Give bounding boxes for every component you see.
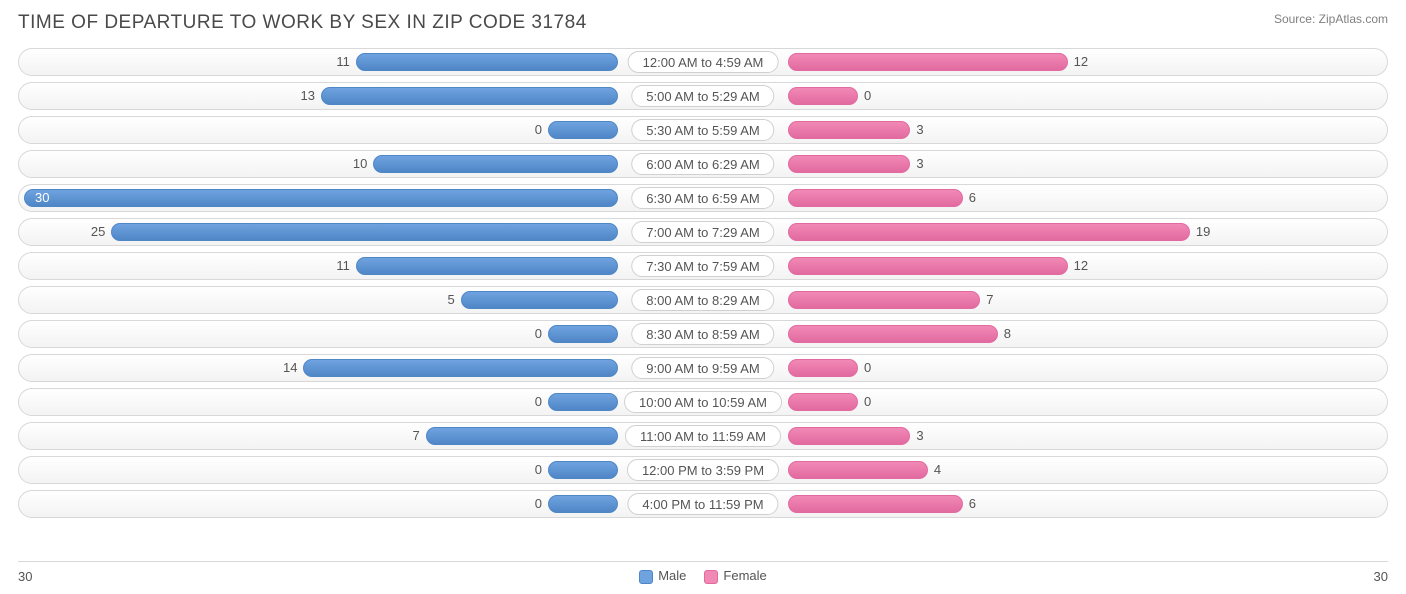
legend: Male Female: [639, 568, 767, 584]
female-value: 3: [916, 155, 923, 173]
male-value: 11: [336, 257, 350, 275]
category-label: 12:00 PM to 3:59 PM: [627, 459, 779, 481]
category-label: 7:30 AM to 7:59 AM: [631, 255, 774, 277]
chart-row: 14 0 9:00 AM to 9:59 AM: [18, 354, 1388, 382]
male-bar: [321, 87, 618, 105]
female-bar: [788, 53, 1068, 71]
chart-title: TIME OF DEPARTURE TO WORK BY SEX IN ZIP …: [18, 12, 587, 34]
male-value: 0: [535, 461, 542, 479]
category-label: 5:30 AM to 5:59 AM: [631, 119, 774, 141]
female-value: 8: [1004, 325, 1011, 343]
male-bar: [373, 155, 618, 173]
female-bar: [788, 87, 858, 105]
male-swatch: [639, 570, 653, 584]
chart-row: 0 3 5:30 AM to 5:59 AM: [18, 116, 1388, 144]
category-label: 8:00 AM to 8:29 AM: [631, 289, 774, 311]
male-value: 10: [353, 155, 367, 173]
male-value: 0: [535, 121, 542, 139]
female-swatch: [704, 570, 718, 584]
category-label: 6:00 AM to 6:29 AM: [631, 153, 774, 175]
chart-row: 11 12 7:30 AM to 7:59 AM: [18, 252, 1388, 280]
axis-line: [18, 561, 1388, 562]
male-value: 11: [336, 53, 350, 71]
female-value: 7: [986, 291, 993, 309]
category-label: 7:00 AM to 7:29 AM: [631, 221, 774, 243]
female-value: 0: [864, 359, 871, 377]
female-bar: [788, 121, 910, 139]
male-value: 25: [91, 223, 105, 241]
legend-male: Male: [639, 568, 686, 584]
female-bar: [788, 461, 928, 479]
chart-row: 7 3 11:00 AM to 11:59 AM: [18, 422, 1388, 450]
male-value: 13: [300, 87, 314, 105]
male-bar: [548, 461, 618, 479]
chart-footer: 30 Male Female 30: [18, 568, 1388, 584]
male-bar: [356, 53, 618, 71]
male-bar: [24, 189, 618, 207]
female-value: 0: [864, 393, 871, 411]
female-value: 12: [1074, 257, 1088, 275]
chart-row: 10 3 6:00 AM to 6:29 AM: [18, 150, 1388, 178]
category-label: 8:30 AM to 8:59 AM: [631, 323, 774, 345]
male-bar: [303, 359, 618, 377]
male-bar: [548, 393, 618, 411]
male-value: 0: [535, 495, 542, 513]
male-bar: [426, 427, 618, 445]
category-label: 5:00 AM to 5:29 AM: [631, 85, 774, 107]
female-value: 6: [969, 189, 976, 207]
chart-header: TIME OF DEPARTURE TO WORK BY SEX IN ZIP …: [18, 12, 1388, 34]
male-value: 0: [535, 393, 542, 411]
axis-max-left: 30: [18, 569, 32, 584]
female-value: 19: [1196, 223, 1210, 241]
female-bar: [788, 359, 858, 377]
female-value: 6: [969, 495, 976, 513]
male-bar: [111, 223, 618, 241]
male-value: 14: [283, 359, 297, 377]
female-bar: [788, 393, 858, 411]
category-label: 4:00 PM to 11:59 PM: [627, 493, 778, 515]
chart-row: 0 6 4:00 PM to 11:59 PM: [18, 490, 1388, 518]
chart-row: 0 8 8:30 AM to 8:59 AM: [18, 320, 1388, 348]
female-value: 3: [916, 427, 923, 445]
chart-row: 13 0 5:00 AM to 5:29 AM: [18, 82, 1388, 110]
female-value: 4: [934, 461, 941, 479]
male-bar: [461, 291, 618, 309]
male-value: 5: [447, 291, 454, 309]
male-bar: [548, 325, 618, 343]
female-bar: [788, 223, 1190, 241]
female-bar: [788, 189, 963, 207]
male-value: 0: [535, 325, 542, 343]
female-value: 0: [864, 87, 871, 105]
category-label: 6:30 AM to 6:59 AM: [631, 187, 774, 209]
female-bar: [788, 427, 910, 445]
chart-row: 11 12 12:00 AM to 4:59 AM: [18, 48, 1388, 76]
female-bar: [788, 257, 1068, 275]
female-value: 12: [1074, 53, 1088, 71]
category-label: 11:00 AM to 11:59 AM: [625, 425, 781, 447]
male-value: 7: [413, 427, 420, 445]
diverging-bar-chart: 11 12 12:00 AM to 4:59 AM 13 0 5:00 AM to 5:2…: [18, 48, 1388, 518]
legend-female: Female: [704, 568, 766, 584]
category-label: 12:00 AM to 4:59 AM: [628, 51, 779, 73]
female-bar: [788, 155, 910, 173]
female-value: 3: [916, 121, 923, 139]
chart-row: 0 0 10:00 AM to 10:59 AM: [18, 388, 1388, 416]
chart-row: 5 7 8:00 AM to 8:29 AM: [18, 286, 1388, 314]
chart-row: 25 19 7:00 AM to 7:29 AM: [18, 218, 1388, 246]
chart-source: Source: ZipAtlas.com: [1274, 12, 1388, 26]
female-bar: [788, 291, 980, 309]
category-label: 10:00 AM to 10:59 AM: [624, 391, 782, 413]
male-bar: [356, 257, 618, 275]
chart-row: 30 6 6:30 AM to 6:59 AM: [18, 184, 1388, 212]
female-bar: [788, 495, 963, 513]
axis-max-right: 30: [1374, 569, 1388, 584]
male-bar: [548, 495, 618, 513]
category-label: 9:00 AM to 9:59 AM: [631, 357, 774, 379]
female-bar: [788, 325, 998, 343]
male-bar: [548, 121, 618, 139]
chart-row: 0 4 12:00 PM to 3:59 PM: [18, 456, 1388, 484]
male-value: 30: [29, 189, 55, 207]
